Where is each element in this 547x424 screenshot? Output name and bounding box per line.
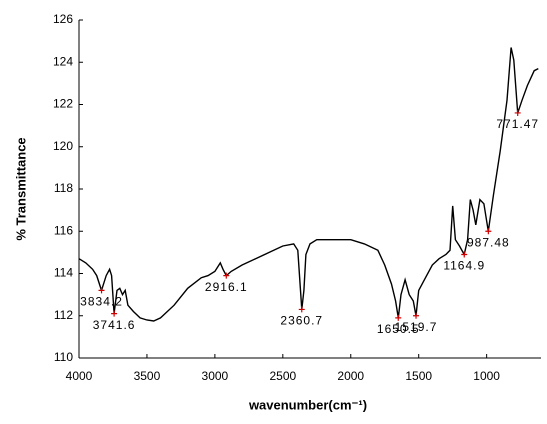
y-tick-label: 120 xyxy=(53,139,73,153)
peak-label: 2360.7 xyxy=(280,314,323,328)
x-tick-label: 3500 xyxy=(134,369,161,383)
peak-marker xyxy=(413,312,420,319)
peak-label: 1650.5 xyxy=(377,322,420,336)
peak-label: 1164.9 xyxy=(443,259,485,273)
y-axis-label: % Transmittance xyxy=(13,137,28,240)
y-tick-label: 114 xyxy=(54,266,73,280)
peak-marker xyxy=(485,228,492,235)
peak-marker xyxy=(298,306,305,313)
peak-label: 2916.1 xyxy=(205,280,248,294)
peak-label: 3834.2 xyxy=(80,295,123,309)
x-tick-label: 4000 xyxy=(66,369,93,383)
x-axis-label: wavenumber(cm⁻¹) xyxy=(248,397,367,412)
peak-marker xyxy=(461,251,468,258)
spectrum-line xyxy=(78,47,539,322)
peak-label: 987.48 xyxy=(467,235,510,249)
peak-label: 3741.6 xyxy=(93,318,136,332)
y-tick-label: 118 xyxy=(54,181,73,195)
peak-marker xyxy=(223,272,230,279)
x-tick-label: 1000 xyxy=(473,369,500,383)
peak-marker xyxy=(395,314,402,321)
y-tick-label: 112 xyxy=(54,308,73,322)
peak-marker xyxy=(111,310,118,317)
peak-marker xyxy=(514,109,521,116)
y-tick-label: 116 xyxy=(54,223,73,237)
peak-label: 771.47 xyxy=(496,117,539,131)
y-tick-label: 122 xyxy=(53,97,73,111)
peak-label: 1519.7 xyxy=(395,320,438,334)
x-tick-label: 2000 xyxy=(337,369,364,383)
y-tick-label: 124 xyxy=(53,54,73,68)
x-tick-label: 2500 xyxy=(269,369,296,383)
peak-marker xyxy=(98,287,105,294)
y-tick-label: 110 xyxy=(54,350,73,364)
x-tick-label: 1500 xyxy=(405,369,432,383)
y-tick-label: 126 xyxy=(53,12,73,26)
x-tick-label: 3000 xyxy=(202,369,229,383)
